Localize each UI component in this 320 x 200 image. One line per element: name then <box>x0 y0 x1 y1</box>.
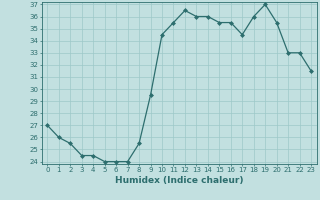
X-axis label: Humidex (Indice chaleur): Humidex (Indice chaleur) <box>115 176 244 185</box>
